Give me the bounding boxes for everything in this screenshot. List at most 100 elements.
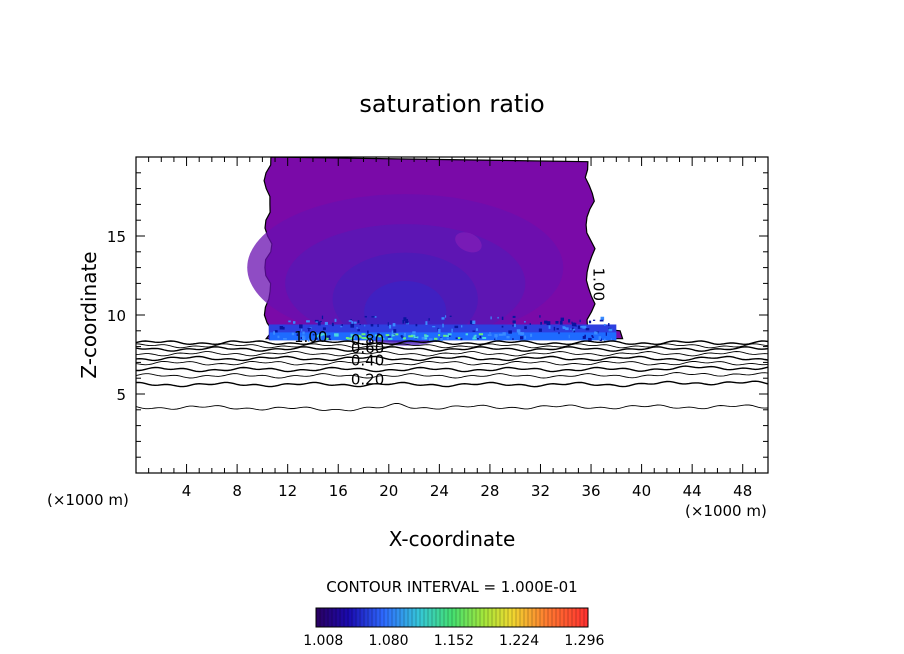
cloud-base-speckle <box>348 320 352 322</box>
cloud-base-highlight <box>457 337 461 340</box>
cloud-base-speckle <box>475 328 479 331</box>
cloud-base-speckle <box>401 336 404 339</box>
cloud-base-speckle <box>306 320 310 323</box>
cloud-base-speckle <box>582 325 587 329</box>
y-tick-label: 5 <box>116 386 126 404</box>
cloud-base-speckle <box>598 336 602 340</box>
y-axis-label: Z-coordinate <box>77 251 101 378</box>
cloud-base-speckle <box>594 331 598 335</box>
cloud-base-speckle <box>524 321 526 323</box>
cloud-base-speckle <box>588 337 592 342</box>
cloud-base-speckle <box>562 326 565 328</box>
colorbar: 1.008 1.080 1.152 1.224 1.296 <box>303 607 604 649</box>
cloud-base-speckle <box>406 319 408 322</box>
cloud-base-speckle <box>495 336 497 340</box>
x-unit-right: (×1000 m) <box>685 502 767 520</box>
x-axis: 4 8 12 16 20 24 28 32 36 40 44 48 <box>148 157 756 500</box>
cloud-base-highlight <box>465 333 469 336</box>
cloud-base-highlight <box>408 335 414 338</box>
cloud-base-speckle <box>461 325 463 328</box>
contour-label: 0.40 <box>351 352 384 370</box>
contour-label: 0.20 <box>351 371 384 389</box>
cloud-base-speckle <box>359 324 361 326</box>
cloud-base-highlight <box>424 337 428 340</box>
cloud-base-highlight <box>374 334 378 337</box>
cloud-base-highlight <box>334 333 339 336</box>
cloud-base-speckle <box>506 335 510 339</box>
colorbar-labels: 1.008 1.080 1.152 1.224 1.296 <box>303 633 604 649</box>
cloud-base-speckle <box>309 327 312 329</box>
cloud-base-speckle <box>604 338 606 342</box>
cloud-base-speckle <box>555 320 559 324</box>
cloud-base-highlight <box>473 335 476 338</box>
cloud-base-speckle <box>540 321 543 325</box>
cloud-base-speckle <box>524 326 527 330</box>
cloud-base-highlight <box>345 337 349 340</box>
x-tick-label: 36 <box>581 482 600 500</box>
y-tick-label: 10 <box>107 307 126 325</box>
cloud-base-speckle <box>516 329 521 333</box>
cloud-base-speckle <box>322 327 326 330</box>
cloud-base-speckle <box>558 332 560 335</box>
cloud-base-speckle <box>307 338 310 342</box>
cloud-base-highlight <box>378 335 382 338</box>
cloud-base-speckle <box>577 325 581 329</box>
contour-line <box>136 372 768 379</box>
cloud-base-speckle <box>592 319 596 321</box>
cloud-base-speckle <box>317 321 321 326</box>
cloud-base-highlight <box>315 335 319 338</box>
cloud-base-speckle <box>302 331 305 335</box>
cloud-base-speckle <box>573 330 576 333</box>
cloud-base-speckle <box>512 320 516 324</box>
x-tick-label: 28 <box>480 482 499 500</box>
contour-line <box>136 355 768 362</box>
cloud-base-speckle <box>428 318 430 321</box>
cloud-base-highlight <box>391 334 395 337</box>
cloud-base-speckle <box>437 327 439 331</box>
cloud-base-speckle <box>449 315 452 317</box>
cloud-base-speckle <box>317 335 322 340</box>
cloud-base-speckle <box>520 332 525 336</box>
cloud-base-speckle <box>279 325 284 330</box>
cloud-base-speckle <box>371 316 375 318</box>
cloud-base-speckle <box>303 337 306 341</box>
cloud-base-speckle <box>501 316 504 320</box>
cloud-base-speckle <box>539 315 541 318</box>
cloud-base-speckle <box>454 325 459 329</box>
cloud-base-highlight <box>357 335 362 338</box>
cloud-base-speckle <box>288 320 291 323</box>
x-tick-label: 8 <box>232 482 242 500</box>
cloud-base-speckle <box>400 335 403 337</box>
cloud-base-speckle <box>274 330 278 333</box>
cloud-base-speckle <box>412 331 416 334</box>
cloud-base-speckle <box>441 317 445 320</box>
cloud-base-speckle <box>489 332 492 334</box>
cloud-base-speckle <box>299 324 303 329</box>
cloud-base-speckle <box>282 326 285 330</box>
x-axis-label: X-coordinate <box>389 527 516 551</box>
cloud-base-speckle <box>588 320 592 324</box>
cloud-base-speckle <box>605 332 607 336</box>
cloud-base-speckle <box>296 333 299 336</box>
cloud-base-speckle <box>368 338 372 342</box>
x-tick-label: 40 <box>632 482 651 500</box>
cloud-base-speckle <box>518 332 523 335</box>
cloud-base-highlight <box>324 333 327 336</box>
cloud-base-speckle <box>328 338 332 340</box>
cloud-base-speckle <box>572 328 576 332</box>
cloud-base-speckle <box>582 335 586 339</box>
cloud-base-speckle <box>350 319 352 321</box>
cloud-base-speckle <box>565 327 569 331</box>
cloud-base-speckle <box>599 319 604 322</box>
cloud-base-speckle <box>321 315 324 320</box>
contour-line <box>136 351 768 357</box>
cloud-base-speckle <box>432 326 436 328</box>
cloud-base-highlight <box>438 334 441 337</box>
cloud-base-highlight <box>424 335 429 338</box>
cloud-base-speckle <box>574 322 577 326</box>
cloud-base-speckle <box>273 331 276 335</box>
cloud-base-speckle <box>357 329 360 332</box>
cloud-base-speckle <box>334 318 337 322</box>
cloud-base-highlight <box>381 337 385 340</box>
cloud-base-speckle <box>340 326 343 328</box>
